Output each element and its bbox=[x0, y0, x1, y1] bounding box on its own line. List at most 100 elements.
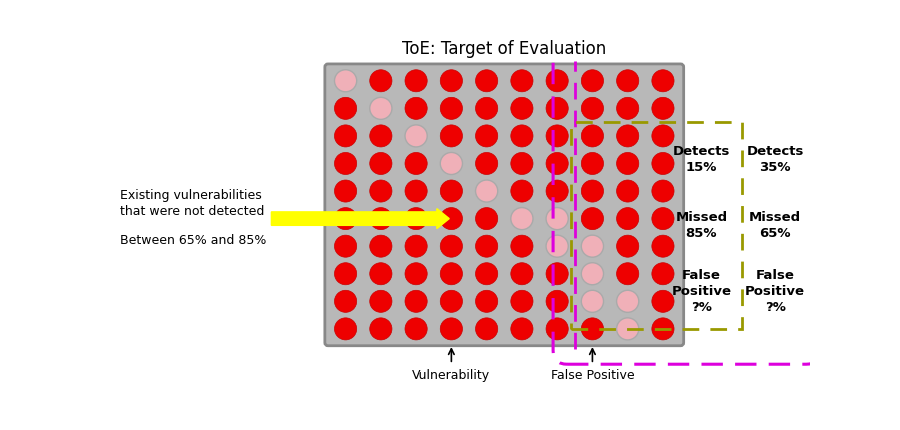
Circle shape bbox=[335, 208, 356, 230]
Circle shape bbox=[546, 318, 568, 340]
Circle shape bbox=[652, 290, 674, 312]
Circle shape bbox=[405, 70, 428, 92]
Circle shape bbox=[546, 97, 568, 120]
Circle shape bbox=[511, 318, 533, 340]
Circle shape bbox=[335, 263, 356, 285]
Circle shape bbox=[405, 153, 428, 175]
Circle shape bbox=[335, 125, 356, 147]
Text: Detects
35%: Detects 35% bbox=[746, 145, 804, 174]
Circle shape bbox=[475, 208, 498, 230]
Circle shape bbox=[511, 208, 533, 230]
Circle shape bbox=[616, 235, 639, 257]
Circle shape bbox=[440, 290, 463, 312]
Circle shape bbox=[370, 235, 392, 257]
Circle shape bbox=[546, 290, 568, 312]
Circle shape bbox=[475, 153, 498, 175]
Circle shape bbox=[652, 208, 674, 230]
Circle shape bbox=[616, 180, 639, 202]
Circle shape bbox=[546, 208, 568, 230]
Circle shape bbox=[581, 180, 604, 202]
Circle shape bbox=[616, 70, 639, 92]
Circle shape bbox=[546, 125, 568, 147]
Text: False
Positive
?%: False Positive ?% bbox=[671, 269, 732, 314]
Text: False Positive: False Positive bbox=[551, 369, 634, 382]
Circle shape bbox=[440, 263, 463, 285]
Circle shape bbox=[405, 208, 428, 230]
Circle shape bbox=[440, 97, 463, 120]
Circle shape bbox=[370, 125, 392, 147]
Circle shape bbox=[405, 263, 428, 285]
Bar bbox=[571, 122, 742, 329]
Circle shape bbox=[405, 97, 428, 120]
Circle shape bbox=[546, 180, 568, 202]
Circle shape bbox=[511, 153, 533, 175]
Text: that were not detected: that were not detected bbox=[121, 205, 265, 218]
Circle shape bbox=[581, 208, 604, 230]
Circle shape bbox=[405, 180, 428, 202]
Circle shape bbox=[616, 153, 639, 175]
Circle shape bbox=[370, 180, 392, 202]
Circle shape bbox=[475, 180, 498, 202]
Circle shape bbox=[335, 153, 356, 175]
Circle shape bbox=[652, 153, 674, 175]
Circle shape bbox=[652, 125, 674, 147]
Circle shape bbox=[475, 235, 498, 257]
Circle shape bbox=[370, 263, 392, 285]
Circle shape bbox=[652, 97, 674, 120]
Text: Missed
85%: Missed 85% bbox=[675, 211, 727, 240]
Circle shape bbox=[475, 263, 498, 285]
Circle shape bbox=[335, 97, 356, 120]
Circle shape bbox=[581, 318, 604, 340]
Circle shape bbox=[440, 70, 463, 92]
Circle shape bbox=[405, 235, 428, 257]
Text: Between 65% and 85%: Between 65% and 85% bbox=[121, 233, 266, 247]
Circle shape bbox=[440, 153, 463, 175]
Circle shape bbox=[370, 318, 392, 340]
Text: Missed
65%: Missed 65% bbox=[749, 211, 801, 240]
Text: Existing vulnerabilities: Existing vulnerabilities bbox=[121, 189, 262, 202]
Circle shape bbox=[581, 263, 604, 285]
FancyBboxPatch shape bbox=[325, 64, 684, 346]
Circle shape bbox=[335, 290, 356, 312]
Text: Detects
15%: Detects 15% bbox=[673, 145, 730, 174]
Circle shape bbox=[581, 125, 604, 147]
Circle shape bbox=[370, 97, 392, 120]
Circle shape bbox=[511, 70, 533, 92]
Circle shape bbox=[581, 290, 604, 312]
Circle shape bbox=[616, 318, 639, 340]
Circle shape bbox=[335, 235, 356, 257]
Circle shape bbox=[405, 290, 428, 312]
Circle shape bbox=[616, 208, 639, 230]
Circle shape bbox=[440, 208, 463, 230]
Circle shape bbox=[546, 263, 568, 285]
Circle shape bbox=[546, 70, 568, 92]
Circle shape bbox=[370, 208, 392, 230]
Circle shape bbox=[581, 97, 604, 120]
Circle shape bbox=[475, 97, 498, 120]
Circle shape bbox=[581, 70, 604, 92]
Circle shape bbox=[475, 125, 498, 147]
Circle shape bbox=[546, 235, 568, 257]
Circle shape bbox=[370, 290, 392, 312]
Circle shape bbox=[652, 70, 674, 92]
Text: False
Positive
?%: False Positive ?% bbox=[745, 269, 806, 314]
Circle shape bbox=[511, 263, 533, 285]
Circle shape bbox=[511, 290, 533, 312]
Circle shape bbox=[616, 97, 639, 120]
Circle shape bbox=[581, 235, 604, 257]
Circle shape bbox=[546, 153, 568, 175]
Circle shape bbox=[616, 125, 639, 147]
Circle shape bbox=[616, 290, 639, 312]
Circle shape bbox=[616, 263, 639, 285]
Circle shape bbox=[405, 125, 428, 147]
Circle shape bbox=[475, 70, 498, 92]
Circle shape bbox=[335, 180, 356, 202]
Circle shape bbox=[440, 235, 463, 257]
Text: Vulnerability: Vulnerability bbox=[412, 369, 490, 382]
Circle shape bbox=[581, 153, 604, 175]
Circle shape bbox=[335, 318, 356, 340]
Circle shape bbox=[475, 290, 498, 312]
Circle shape bbox=[652, 235, 674, 257]
Circle shape bbox=[652, 180, 674, 202]
Circle shape bbox=[335, 70, 356, 92]
